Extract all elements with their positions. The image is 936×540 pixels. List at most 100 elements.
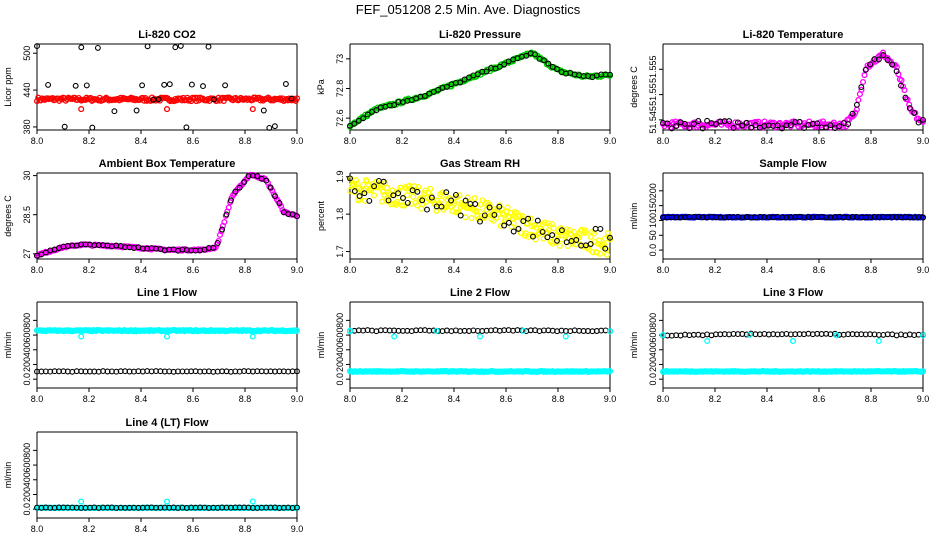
data-point: [541, 219, 548, 226]
panel-title: Li-820 Pressure: [439, 29, 521, 41]
data-point: [448, 197, 455, 204]
y-tick-label: 380: [22, 119, 32, 134]
data-point: [219, 226, 226, 233]
data-point: [249, 333, 256, 340]
data-point: [748, 124, 755, 131]
data-point: [607, 234, 613, 241]
data-point: [419, 197, 426, 204]
data-point: [360, 115, 367, 122]
series-gas-stream-rh-sample-: [347, 175, 613, 252]
x-tick-label: 8.2: [709, 265, 722, 275]
y-tick-label: 0.0: [22, 373, 32, 386]
data-point: [373, 107, 380, 114]
x-tick-label: 8.4: [135, 265, 148, 275]
data-point: [801, 125, 807, 132]
x-tick-label: 8.2: [83, 265, 96, 275]
data-point: [779, 125, 785, 132]
data-point: [893, 68, 900, 75]
data-point: [357, 187, 365, 194]
data-point: [260, 107, 267, 114]
series-line-3-flow-sample-: [660, 330, 926, 339]
data-point: [573, 237, 580, 243]
data-point: [211, 96, 217, 103]
data-point: [225, 204, 232, 211]
data-point: [704, 337, 711, 345]
data-point: [139, 82, 146, 89]
x-tick-label: 8.2: [83, 524, 96, 534]
data-point: [254, 173, 261, 179]
data-point: [349, 180, 357, 187]
panel-co2: Li-820 CO2 8.0 8.2 8.4 8.6 8.8 9.0 380 440 500 Lic…: [3, 29, 303, 146]
x-tick-label: 8.4: [135, 394, 148, 404]
x-tick-label: 8.4: [448, 265, 461, 275]
y-tick-label: 51.55: [648, 83, 658, 106]
y-tick-label: 400: [648, 342, 658, 357]
data-point: [855, 96, 862, 104]
data-point: [726, 118, 733, 125]
x-tick-label: 8.0: [31, 524, 44, 534]
data-point: [544, 234, 551, 241]
data-point: [852, 109, 859, 116]
data-point: [163, 333, 171, 340]
data-point: [867, 61, 874, 68]
data-point: [371, 192, 378, 199]
data-point: [462, 214, 469, 221]
x-tick-label: 9.0: [604, 136, 617, 146]
data-point: [78, 106, 85, 113]
data-point: [221, 218, 228, 226]
data-point: [370, 107, 377, 114]
panel-ltemp: Li-820 Temperature 8.0 8.2 8.4 8.6 8.8 9.0 51.5…: [629, 29, 929, 146]
data-point: [853, 101, 860, 108]
y-tick-label: 800: [22, 443, 32, 458]
data-point: [774, 122, 781, 129]
series-line-3-flow-avg-: [659, 368, 927, 375]
data-point: [833, 332, 840, 339]
data-point: [849, 110, 856, 117]
x-tick-label: 8.8: [552, 136, 565, 146]
data-point: [42, 249, 49, 256]
y-tick-label: 200: [22, 487, 32, 502]
series-li-820-pressure-sample-: [347, 50, 613, 129]
x-tick-label: 8.4: [135, 524, 148, 534]
data-point: [582, 229, 589, 236]
panel-line3: Line 3 Flow 8.0 8.2 8.4 8.6 8.8 9.0 0.020040060…: [629, 287, 929, 404]
y-tick-label: 100: [648, 213, 658, 228]
y-tick-label: 0.0: [648, 373, 658, 386]
x-tick-label: 9.0: [917, 136, 930, 146]
data-point: [545, 60, 552, 67]
y-tick-label: 400: [22, 342, 32, 357]
data-point: [193, 98, 200, 105]
x-tick-label: 8.2: [83, 136, 96, 146]
data-point: [570, 228, 577, 235]
data-point: [362, 197, 369, 205]
series-li-820-co2-sample-: [34, 42, 295, 131]
data-point: [743, 119, 750, 126]
y-tick-label: 28.5: [22, 206, 32, 224]
data-point: [236, 184, 243, 191]
data-point: [525, 215, 532, 222]
x-tick-label: 8.4: [761, 136, 774, 146]
y-tick-label: 800: [335, 313, 345, 328]
panel-title: Gas Stream RH: [440, 158, 520, 170]
data-point: [200, 83, 206, 90]
data-point: [858, 84, 865, 91]
y-tick-label: 200: [648, 183, 658, 198]
data-point: [510, 228, 517, 235]
series-line-1-flow-avg-: [33, 327, 301, 340]
data-point: [404, 199, 411, 206]
data-point: [556, 242, 563, 249]
y-tick-label: 0.0: [335, 373, 345, 386]
y-tick-label: 0.0: [648, 244, 658, 257]
data-point: [889, 61, 896, 68]
y-tick-label: 51.555: [648, 56, 658, 84]
data-point: [347, 175, 353, 182]
x-tick-label: 8.0: [31, 136, 44, 146]
y-tick-label: 600: [22, 328, 32, 343]
x-tick-label: 8.0: [657, 136, 670, 146]
data-point: [472, 201, 479, 207]
data-point: [589, 249, 596, 256]
data-point: [505, 219, 512, 226]
data-point: [501, 222, 508, 229]
data-point: [554, 66, 561, 72]
